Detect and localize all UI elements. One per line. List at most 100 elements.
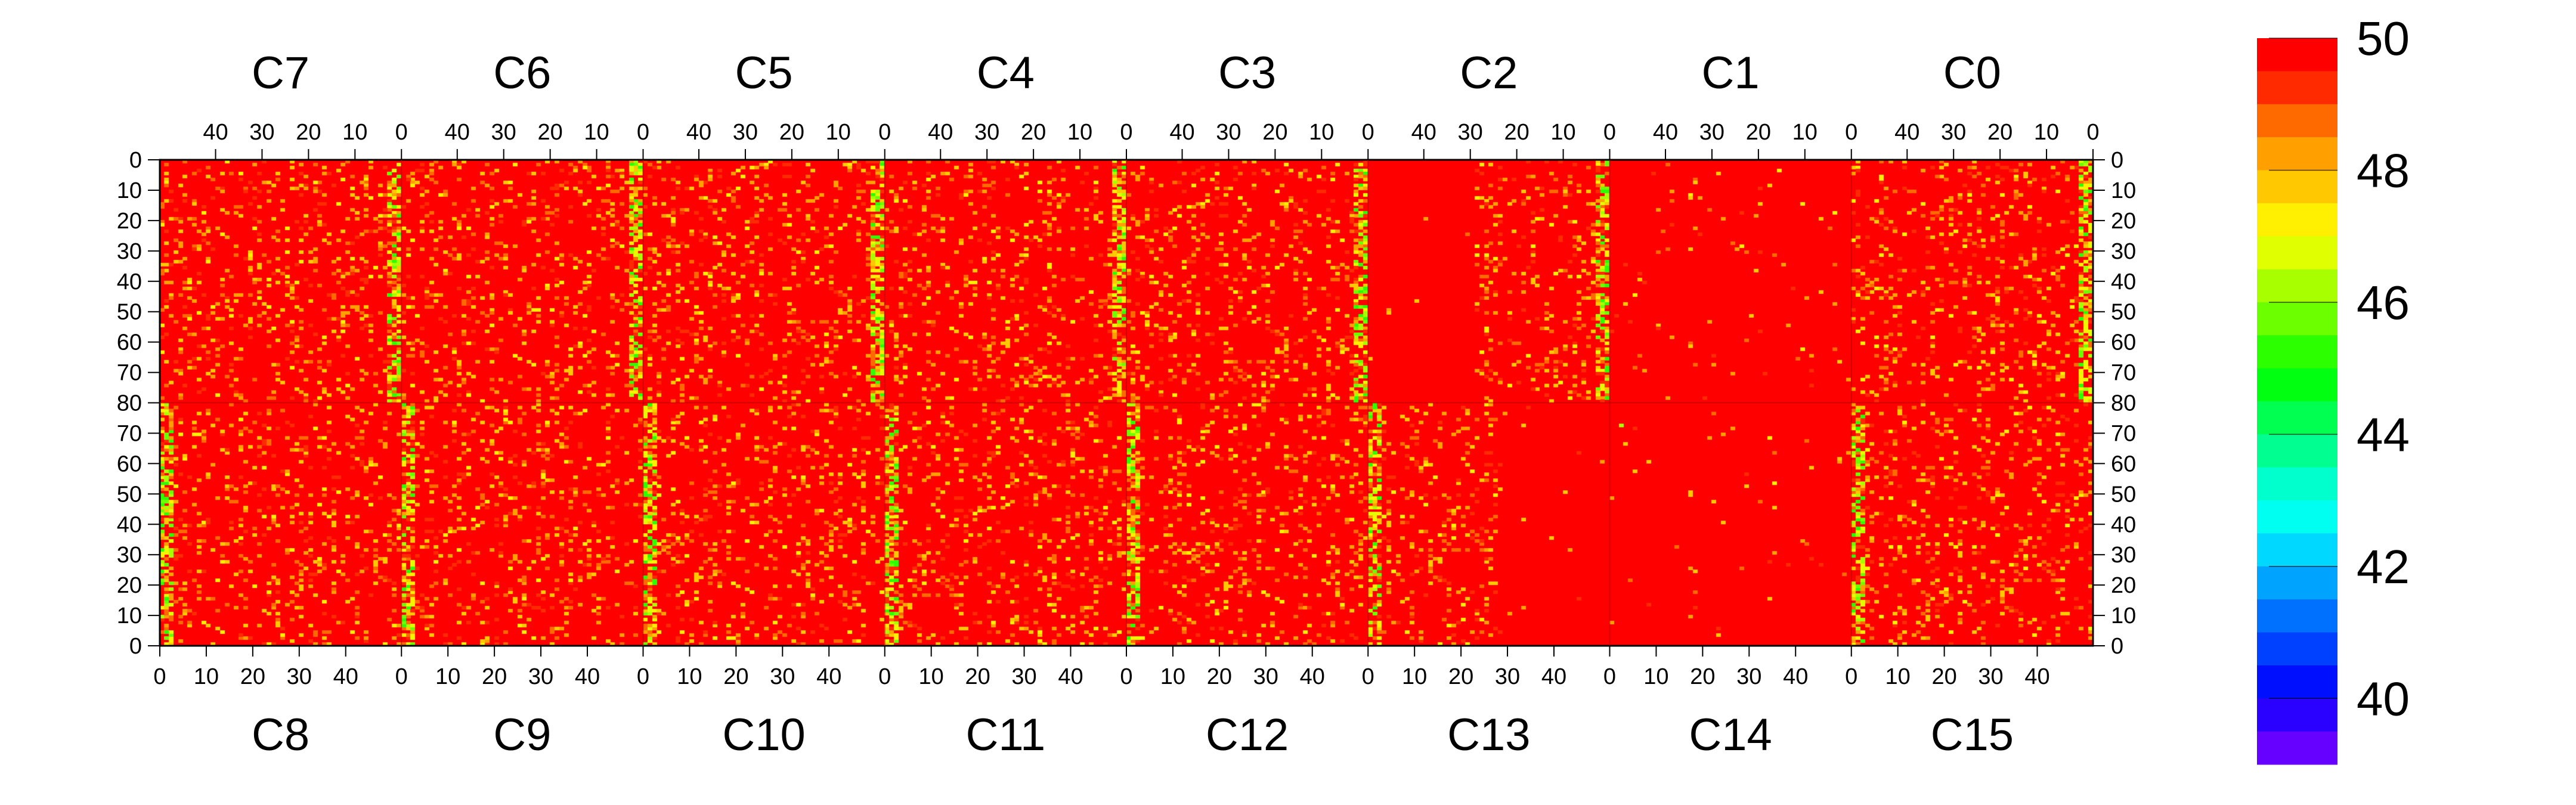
- colorbar-level: [2257, 434, 2337, 468]
- bottom-x-tick-label: 40: [816, 664, 841, 689]
- colorbar-level: [2257, 401, 2337, 435]
- right-y-tick-label: 10: [2111, 178, 2136, 203]
- top-x-tick-label: 40: [1894, 120, 1919, 145]
- top-x-tick-label: 30: [1458, 120, 1483, 145]
- bottom-x-tick-label: 0: [1845, 664, 1857, 689]
- top-x-tick-label: 40: [445, 120, 470, 145]
- bottom-x-tick-label: 0: [637, 664, 649, 689]
- bottom-chip-label: C13: [1447, 710, 1530, 760]
- left-y-tick-label: 30: [117, 239, 142, 264]
- bottom-x-tick-label: 20: [1448, 664, 1473, 689]
- left-y-tick-label: 80: [117, 391, 142, 416]
- bottom-x-tick-label: 40: [1541, 664, 1566, 689]
- bottom-x-tick-label: 20: [1207, 664, 1232, 689]
- bottom-x-tick-label: 0: [1603, 664, 1616, 689]
- left-y-tick-label: 30: [117, 543, 142, 568]
- top-x-tick-label: 20: [296, 120, 321, 145]
- top-x-tick-label: 30: [1941, 120, 1966, 145]
- bottom-x-tick-label: 10: [435, 664, 460, 689]
- bottom-chip-label: C8: [252, 710, 309, 760]
- top-x-tick-label: 0: [637, 120, 649, 145]
- right-y-tick-label: 60: [2111, 451, 2136, 476]
- bottom-x-tick-label: 20: [1931, 664, 1956, 689]
- bottom-x-tick-label: 40: [575, 664, 600, 689]
- colorbar-tick-label: 50: [2357, 12, 2410, 65]
- colorbar-level: [2257, 38, 2337, 72]
- bottom-x-tick-label: 20: [482, 664, 507, 689]
- bottom-chip-labels: C8 C9 C10 C11 C12 C13 C14 C15: [252, 710, 2014, 760]
- top-x-tick-label: 0: [1120, 120, 1132, 145]
- bottom-x-tick-label: 20: [240, 664, 265, 689]
- right-y-tick-label: 0: [2111, 634, 2123, 659]
- top-x-tick-label: 20: [1987, 120, 2012, 145]
- right-y-axis: 0 10 20 30 40 50 60 70 80 70 60 50 40 30 20 10 0: [2093, 148, 2136, 659]
- bottom-x-tick-label: 10: [919, 664, 944, 689]
- bottom-x-tick-label: 10: [1160, 664, 1185, 689]
- left-y-tick-label: 20: [117, 209, 142, 234]
- bottom-x-tick-label: 30: [1978, 664, 2003, 689]
- colorbar-level: [2257, 71, 2337, 105]
- colorbar-tick-label: 42: [2357, 540, 2410, 593]
- top-x-tick-label: 40: [1411, 120, 1436, 145]
- top-x-tick-label: 10: [1792, 120, 1818, 145]
- colorbar-level: [2257, 632, 2337, 666]
- left-y-tick-label: 0: [129, 634, 142, 659]
- bottom-chip-label: C14: [1689, 710, 1772, 760]
- left-y-tick-label: 10: [117, 178, 142, 203]
- top-x-tick-label: 30: [1699, 120, 1724, 145]
- right-y-tick-label: 70: [2111, 421, 2136, 446]
- top-x-tick-label: 20: [1021, 120, 1046, 145]
- left-y-tick-label: 50: [117, 482, 142, 507]
- left-y-tick-label: 50: [117, 300, 142, 325]
- left-y-tick-label: 20: [117, 573, 142, 598]
- bottom-x-tick-label: 30: [1253, 664, 1278, 689]
- colorbar-level: [2257, 335, 2337, 369]
- top-x-tick-label: 20: [1504, 120, 1529, 145]
- colorbar-tick-label: 40: [2357, 672, 2410, 725]
- top-chip-label: C6: [493, 48, 551, 98]
- top-chip-label: C4: [977, 48, 1035, 98]
- top-x-tick-label: 0: [395, 120, 408, 145]
- colorbar-level: [2257, 599, 2337, 633]
- bottom-chip-label: C15: [1931, 710, 2014, 760]
- bottom-x-tick-label: 0: [395, 664, 408, 689]
- bottom-x-tick-label: 30: [528, 664, 553, 689]
- right-y-tick-label: 0: [2111, 148, 2123, 173]
- top-x-axis: 40 30 20 10 0 40 30 20 10 0 40 30 20 10 0 40 30 20 10 0 40 30…: [203, 120, 2100, 160]
- bottom-x-tick-label: 10: [1402, 664, 1427, 689]
- top-x-tick-label: 0: [1362, 120, 1374, 145]
- left-y-tick-label: 70: [117, 361, 142, 386]
- bottom-x-tick-label: 0: [153, 664, 166, 689]
- colorbar: 50 48 46 44 42 40: [2257, 12, 2410, 765]
- top-chip-labels: C7 C6 C5 C4 C3 C2 C1 C0: [252, 48, 2001, 98]
- bottom-x-tick-label: 10: [1885, 664, 1911, 689]
- colorbar-level: [2257, 269, 2337, 303]
- colorbar-level: [2257, 698, 2337, 732]
- top-x-tick-label: 0: [1603, 120, 1616, 145]
- top-chip-label: C2: [1460, 48, 1518, 98]
- bottom-x-tick-label: 10: [1643, 664, 1668, 689]
- colorbar-level: [2257, 665, 2337, 699]
- top-x-tick-label: 0: [878, 120, 891, 145]
- colorbar-level: [2257, 731, 2337, 765]
- top-x-tick-label: 0: [1845, 120, 1857, 145]
- left-y-tick-label: 40: [117, 270, 142, 295]
- colorbar-tick-label: 48: [2357, 144, 2410, 197]
- bottom-x-tick-label: 40: [2024, 664, 2049, 689]
- bottom-x-tick-label: 30: [1736, 664, 1761, 689]
- colorbar-level: [2257, 533, 2337, 567]
- top-x-tick-label: 30: [249, 120, 274, 145]
- bottom-x-tick-label: 20: [723, 664, 748, 689]
- left-y-tick-label: 70: [117, 421, 142, 446]
- bottom-x-axis: 0 10 20 30 40 0 10 20 30 40 0 10 20 30 40 0 10 20 30 40 0 10 2…: [153, 646, 2050, 689]
- bottom-x-tick-label: 0: [878, 664, 891, 689]
- right-y-tick-label: 40: [2111, 512, 2136, 537]
- right-y-tick-label: 20: [2111, 209, 2136, 234]
- top-x-tick-label: 10: [1550, 120, 1575, 145]
- bottom-x-tick-label: 20: [1690, 664, 1715, 689]
- right-y-tick-label: 50: [2111, 482, 2136, 507]
- bottom-chip-label: C11: [965, 710, 1045, 760]
- top-x-tick-label: 0: [2086, 120, 2099, 145]
- colorbar-level: [2257, 302, 2337, 336]
